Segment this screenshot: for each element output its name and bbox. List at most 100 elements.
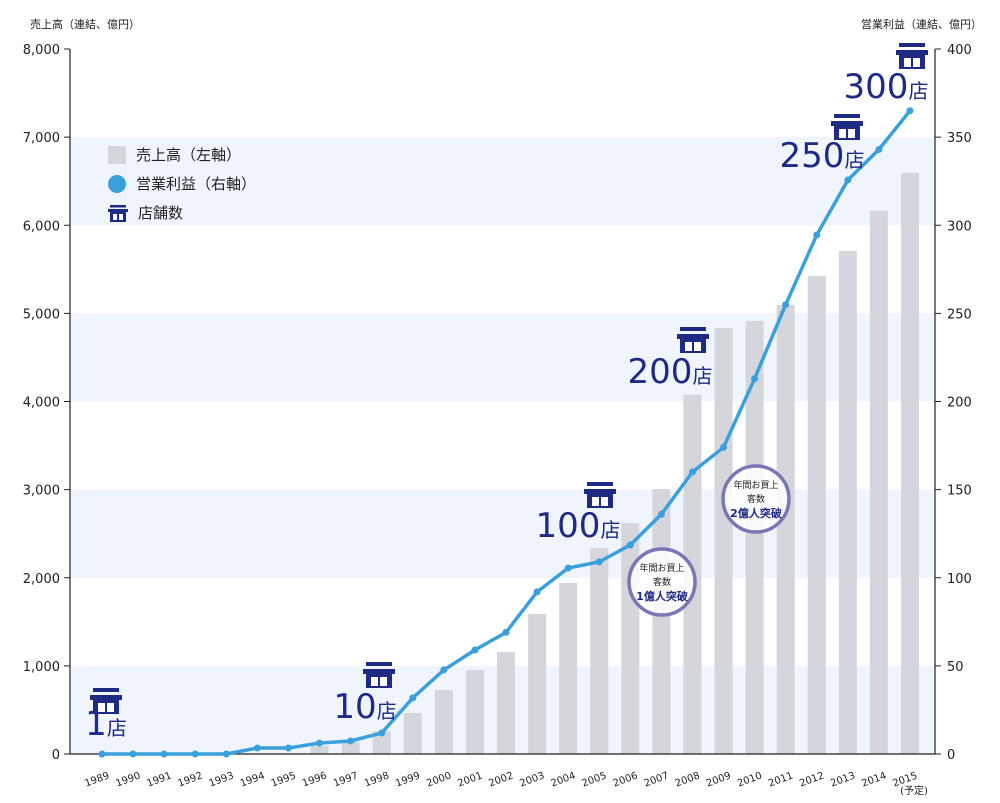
bar-2003 bbox=[528, 613, 547, 754]
badge-line1: 年間お買上 bbox=[639, 562, 684, 574]
right-axis-title: 営業利益（連結、億円） bbox=[861, 18, 982, 31]
x-tick-label: 2013 bbox=[829, 770, 857, 789]
bar-2010 bbox=[745, 320, 764, 754]
profit-point-1993 bbox=[222, 750, 230, 758]
right-tick-label: 300 bbox=[947, 219, 972, 234]
store-count-label: 1店 bbox=[85, 704, 127, 744]
left-tick-label: 0 bbox=[52, 748, 60, 763]
x-tick-label: 2009 bbox=[705, 770, 733, 789]
x-tick-label: 1990 bbox=[114, 770, 142, 789]
profit-point-1996 bbox=[316, 739, 324, 747]
store-icon bbox=[90, 688, 122, 714]
bar-2013 bbox=[838, 250, 857, 754]
x-tick-label: 2003 bbox=[518, 770, 546, 789]
right-tick-label: 50 bbox=[947, 660, 964, 675]
x-tick-label: 2005 bbox=[581, 770, 609, 789]
left-tick-label: 3,000 bbox=[23, 484, 60, 499]
badge-line3: 1億人突破 bbox=[636, 589, 688, 603]
x-tick-label: 2011 bbox=[767, 770, 795, 789]
x-tick-label: 2002 bbox=[487, 770, 515, 789]
x-tick-label: 1999 bbox=[394, 770, 422, 789]
x-tick-label: 1994 bbox=[239, 770, 267, 789]
profit-point-1999 bbox=[409, 694, 417, 702]
left-tick-label: 2,000 bbox=[23, 572, 60, 587]
badge-line2: 客数 bbox=[653, 576, 671, 588]
x-tick-label: 2000 bbox=[425, 770, 453, 789]
bar-2006 bbox=[621, 522, 640, 754]
legend-label: 店舗数 bbox=[138, 204, 184, 222]
profit-point-1989 bbox=[98, 750, 106, 758]
profit-point-2013 bbox=[844, 176, 852, 184]
bar-2012 bbox=[807, 275, 826, 754]
legend-label: 営業利益（右軸） bbox=[136, 175, 257, 193]
profit-point-2008 bbox=[688, 468, 696, 476]
bar-swatch bbox=[108, 145, 126, 164]
profit-point-2010 bbox=[751, 375, 759, 383]
store-icon bbox=[831, 114, 863, 140]
x-tick-label: 2010 bbox=[736, 770, 764, 789]
x-tick-label: 1992 bbox=[177, 770, 205, 789]
legend-item-sales: 売上高（左軸） bbox=[108, 140, 256, 169]
bar-2000 bbox=[434, 690, 453, 754]
profit-point-1995 bbox=[284, 744, 292, 752]
dot-swatch bbox=[108, 174, 126, 193]
x-tick-label: 1998 bbox=[363, 770, 391, 789]
profit-point-2000 bbox=[440, 666, 448, 674]
x-tick-label: 1991 bbox=[145, 770, 173, 789]
bar-2001 bbox=[465, 670, 484, 754]
profit-point-2004 bbox=[564, 564, 572, 572]
grid-band bbox=[70, 313, 935, 402]
grid-band bbox=[70, 137, 935, 226]
profit-point-2003 bbox=[533, 588, 541, 596]
badge-line1: 年間お買上 bbox=[733, 479, 778, 491]
badge-line3: 2億人突破 bbox=[730, 506, 782, 520]
grid-band bbox=[70, 489, 935, 578]
left-axis-title: 売上高（連結、億円） bbox=[30, 18, 140, 31]
store-count-label: 100店 bbox=[536, 506, 621, 546]
profit-point-2009 bbox=[720, 443, 728, 451]
right-tick-label: 200 bbox=[947, 396, 972, 411]
profit-point-2001 bbox=[471, 646, 479, 654]
store-count-label: 300店 bbox=[844, 67, 929, 107]
x-tick-label: 2004 bbox=[549, 770, 577, 789]
right-tick-label: 350 bbox=[947, 131, 972, 146]
left-tick-label: 6,000 bbox=[23, 219, 60, 234]
profit-point-1994 bbox=[253, 744, 261, 752]
left-tick-label: 5,000 bbox=[23, 307, 60, 322]
forecast-note: (予定) bbox=[900, 784, 928, 797]
bar-1998 bbox=[372, 731, 391, 754]
right-tick-label: 100 bbox=[947, 572, 972, 587]
profit-point-2002 bbox=[502, 628, 510, 636]
profit-point-1991 bbox=[160, 750, 168, 758]
x-tick-label: 2014 bbox=[860, 770, 888, 789]
bar-2004 bbox=[559, 582, 578, 754]
bar-1997 bbox=[341, 741, 360, 754]
legend: 売上高（左軸） 営業利益（右軸） 店舗数 bbox=[108, 140, 256, 227]
profit-point-2014 bbox=[875, 145, 883, 153]
x-tick-label: 1997 bbox=[332, 770, 360, 789]
x-tick-label: 1995 bbox=[270, 770, 298, 789]
left-tick-label: 1,000 bbox=[23, 660, 60, 675]
x-tick-label: 1989 bbox=[83, 770, 111, 789]
profit-point-2011 bbox=[782, 301, 790, 309]
bar-1999 bbox=[403, 713, 422, 754]
left-tick-label: 8,000 bbox=[23, 43, 60, 58]
legend-label: 売上高（左軸） bbox=[136, 146, 242, 164]
right-tick-label: 400 bbox=[947, 43, 972, 58]
store-icon bbox=[896, 43, 928, 69]
left-tick-label: 4,000 bbox=[23, 396, 60, 411]
bar-2005 bbox=[590, 547, 609, 754]
right-tick-label: 250 bbox=[947, 307, 972, 322]
profit-point-2006 bbox=[626, 541, 634, 549]
profit-point-1997 bbox=[347, 737, 355, 745]
bar-2014 bbox=[869, 210, 888, 755]
legend-item-profit: 営業利益（右軸） bbox=[108, 169, 256, 198]
x-tick-label: 2001 bbox=[456, 770, 484, 789]
x-tick-label: 2012 bbox=[798, 770, 826, 789]
x-tick-label: 2006 bbox=[612, 770, 640, 789]
profit-point-2012 bbox=[813, 231, 821, 239]
bar-1996 bbox=[310, 746, 329, 754]
bar-2002 bbox=[497, 651, 515, 754]
